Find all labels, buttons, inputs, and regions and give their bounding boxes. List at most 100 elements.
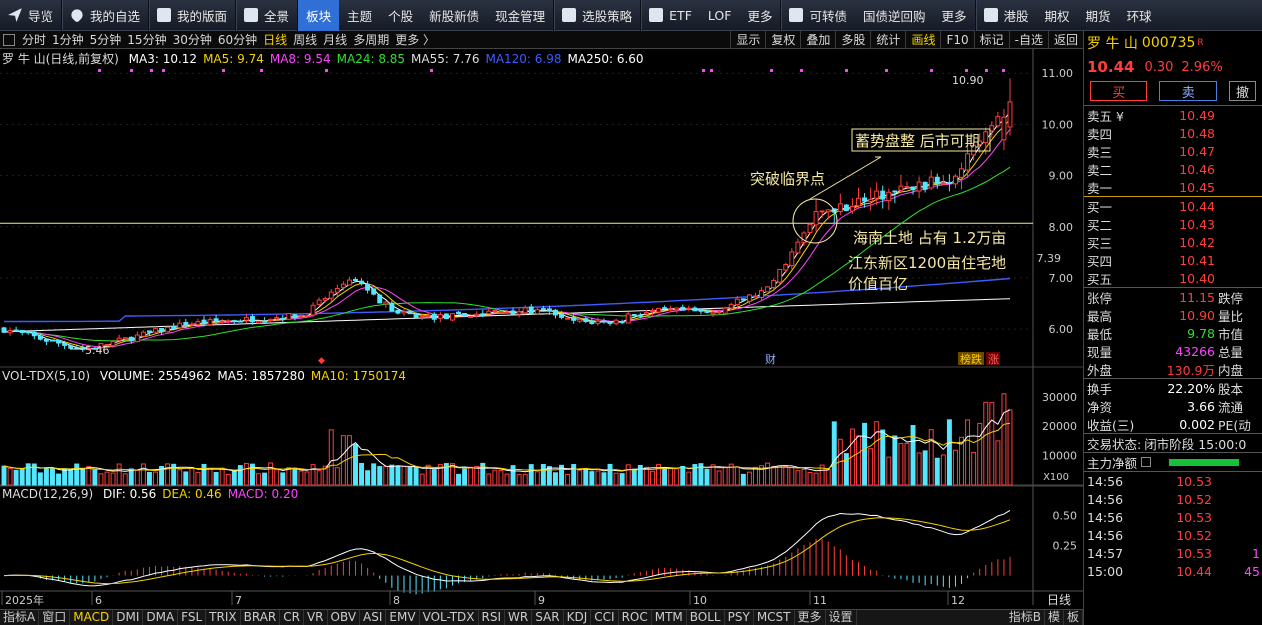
period-tab-0[interactable]: 分时 <box>22 33 47 47</box>
toolbar-button-3[interactable]: 多股 <box>835 30 870 49</box>
candle-body <box>134 334 140 343</box>
nav-item-2[interactable]: 我的版面 <box>149 0 235 31</box>
nav-item-15[interactable]: 更多 <box>934 0 975 31</box>
indicator-tab-4[interactable]: DMA <box>143 610 179 625</box>
indicator-tab-1[interactable]: 窗口 <box>39 610 71 625</box>
nav-item-8[interactable]: 现金管理 <box>487 0 553 31</box>
indicator-tab-23[interactable]: MCST <box>754 610 795 625</box>
indicator-tab-8[interactable]: CR <box>280 610 304 625</box>
chart-canvas[interactable]: 11.00 10.00 9.00 8.00 7.00 6.00 30000 20000 1000… <box>0 49 1083 609</box>
indicator-tab-16[interactable]: SAR <box>532 610 564 625</box>
indicator-tab-0[interactable]: 指标A <box>0 610 40 625</box>
indicator-tab-10[interactable]: OBV <box>328 610 361 625</box>
nav-item-5[interactable]: 主题 <box>339 0 380 31</box>
candle-body <box>377 294 383 304</box>
nav-item-17[interactable]: 期权 <box>1037 0 1078 31</box>
x-axis-label: 2025年 <box>5 593 44 607</box>
period-tab-2[interactable]: 5分钟 <box>89 33 122 47</box>
volume-bar <box>486 473 492 486</box>
nav-item-10[interactable]: ETF <box>641 0 700 31</box>
nav-divider <box>974 0 976 31</box>
indicator-tab-15[interactable]: WR <box>505 610 533 625</box>
volume-bar <box>237 465 243 486</box>
nav-item-12[interactable]: 更多 <box>739 0 780 31</box>
indicator-tab-2[interactable]: MACD <box>70 610 114 625</box>
indicator-tab-3[interactable]: DMI <box>113 610 144 625</box>
candle-body <box>431 313 437 320</box>
indicator-tab-18[interactable]: CCI <box>591 610 619 625</box>
indicator-tab-25[interactable]: 设置 <box>826 610 857 625</box>
legend_vol-item: MA10: 1750174 <box>310 369 407 383</box>
indicator-tab-20[interactable]: MTM <box>652 610 687 625</box>
netflow-menu-icon[interactable] <box>1141 457 1152 467</box>
candle-body <box>480 313 486 316</box>
period-tab-4[interactable]: 30分钟 <box>172 33 212 47</box>
nav-item-4[interactable]: 板块 <box>298 0 340 31</box>
volume-bar <box>680 465 686 486</box>
period-tab-5[interactable]: 60分钟 <box>217 33 258 47</box>
volume-bar <box>922 450 928 486</box>
toolbar-button-4[interactable]: 统计 <box>870 30 905 49</box>
indicator-b-tab-0[interactable]: 指标B <box>1006 610 1045 625</box>
sell-button[interactable]: 卖 <box>1159 81 1217 101</box>
chart-icon <box>649 8 664 22</box>
volume-bar <box>753 466 758 486</box>
kline-chart[interactable]: 11.00 10.00 9.00 8.00 7.00 6.00 30000 20000 1000… <box>0 49 1083 609</box>
period-tab-10[interactable]: 更多 〉 <box>395 33 436 47</box>
toolbar-button-1[interactable]: 复权 <box>765 30 800 49</box>
indicator-tab-17[interactable]: KDJ <box>564 610 592 625</box>
period-tab-8[interactable]: 月线 <box>323 33 348 47</box>
candle-body <box>540 308 546 311</box>
volume-bar <box>892 435 898 486</box>
indicator-tab-22[interactable]: PSY <box>725 610 754 625</box>
nav-item-19[interactable]: 环球 <box>1119 0 1160 31</box>
buy-button[interactable]: 买 <box>1090 81 1148 101</box>
cancel-order-button[interactable]: 撤 <box>1228 81 1256 101</box>
layout-toggle-icon[interactable] <box>3 33 15 46</box>
period-tab-3[interactable]: 15分钟 <box>127 33 167 47</box>
indicator-tab-5[interactable]: FSL <box>178 610 207 625</box>
nav-item-3[interactable]: 全景 <box>236 0 297 31</box>
indicator-tab-19[interactable]: ROC <box>619 610 652 625</box>
indicator-tab-13[interactable]: VOL-TDX <box>420 610 479 625</box>
indicator-tab-11[interactable]: ASI <box>360 610 387 625</box>
indicator-tab-24[interactable]: 更多 <box>795 610 826 625</box>
indicator-b-tab-2[interactable]: 板 <box>1064 610 1083 625</box>
nav-item-7[interactable]: 新股新债 <box>421 0 487 31</box>
nav-item-11[interactable]: LOF <box>700 0 740 31</box>
toolbar-button-2[interactable]: 叠加 <box>800 30 835 49</box>
period-tab-6[interactable]: 日线 <box>263 33 288 47</box>
toolbar-button-0[interactable]: 显示 <box>730 30 765 49</box>
nav-item-6[interactable]: 个股 <box>380 0 421 31</box>
nav-item-13[interactable]: 可转债 <box>781 0 855 31</box>
toolbar-button-8[interactable]: -自选 <box>1008 30 1048 49</box>
indicator-tab-12[interactable]: EMV <box>386 610 420 625</box>
candle-body <box>256 320 261 324</box>
toolbar-button-5[interactable]: 画线 <box>905 30 940 49</box>
volume-bar <box>971 451 977 486</box>
indicator-b-tab-1[interactable]: 模 <box>1045 610 1064 625</box>
volume-bar <box>280 472 286 486</box>
limit-up-tag: 涨 <box>988 353 999 366</box>
indicator-tab-6[interactable]: TRIX <box>206 610 241 625</box>
nav-item-0[interactable]: 导览 <box>0 0 61 31</box>
toolbar-button-6[interactable]: F10 <box>940 30 973 49</box>
volume-bar <box>80 468 86 486</box>
indicator-tab-9[interactable]: VR <box>304 610 328 625</box>
volume-bar <box>801 468 807 486</box>
period-tab-7[interactable]: 周线 <box>293 33 318 47</box>
nav-item-9[interactable]: 选股策略 <box>554 0 640 31</box>
candle-body <box>898 185 904 191</box>
period-tab-1[interactable]: 1分钟 <box>52 33 84 47</box>
nav-item-16[interactable]: 港股 <box>976 0 1037 31</box>
nav-item-14[interactable]: 国债逆回购 <box>855 0 934 31</box>
period-tab-9[interactable]: 多周期 <box>353 33 390 47</box>
indicator-tab-21[interactable]: BOLL <box>687 610 725 625</box>
volume-bar <box>56 473 62 486</box>
nav-item-18[interactable]: 期货 <box>1078 0 1119 31</box>
toolbar-button-9[interactable]: 返回 <box>1047 30 1083 49</box>
toolbar-button-7[interactable]: 标记 <box>973 30 1009 49</box>
nav-item-1[interactable]: 我的自选 <box>62 0 148 31</box>
indicator-tab-14[interactable]: RSI <box>479 610 506 625</box>
indicator-tab-7[interactable]: BRAR <box>241 610 281 625</box>
